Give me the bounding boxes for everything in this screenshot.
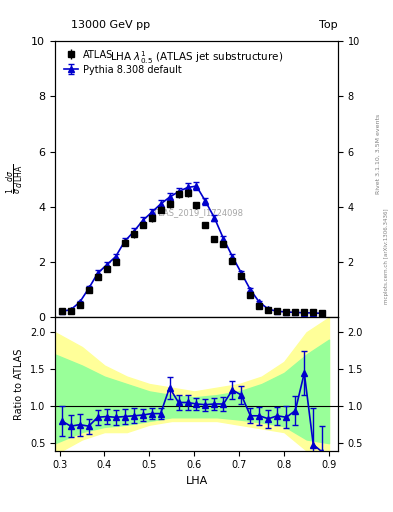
Text: ATLAS_2019_I1724098: ATLAS_2019_I1724098: [149, 208, 244, 217]
Text: LHA $\lambda^{1}_{0.5}$ (ATLAS jet substructure): LHA $\lambda^{1}_{0.5}$ (ATLAS jet subst…: [110, 49, 283, 66]
Legend: ATLAS, Pythia 8.308 default: ATLAS, Pythia 8.308 default: [60, 46, 186, 78]
Text: mcplots.cern.ch [arXiv:1306.3436]: mcplots.cern.ch [arXiv:1306.3436]: [384, 208, 389, 304]
X-axis label: LHA: LHA: [185, 476, 208, 486]
Text: Rivet 3.1.10, 3.5M events: Rivet 3.1.10, 3.5M events: [376, 114, 381, 194]
Text: 13000 GeV pp: 13000 GeV pp: [71, 20, 150, 30]
Y-axis label: $\frac{1}{\sigma}\frac{d\sigma}{d\,\mathrm{LHA}}$: $\frac{1}{\sigma}\frac{d\sigma}{d\,\math…: [4, 164, 26, 194]
Text: Top: Top: [320, 20, 338, 30]
Y-axis label: Ratio to ATLAS: Ratio to ATLAS: [15, 348, 24, 420]
